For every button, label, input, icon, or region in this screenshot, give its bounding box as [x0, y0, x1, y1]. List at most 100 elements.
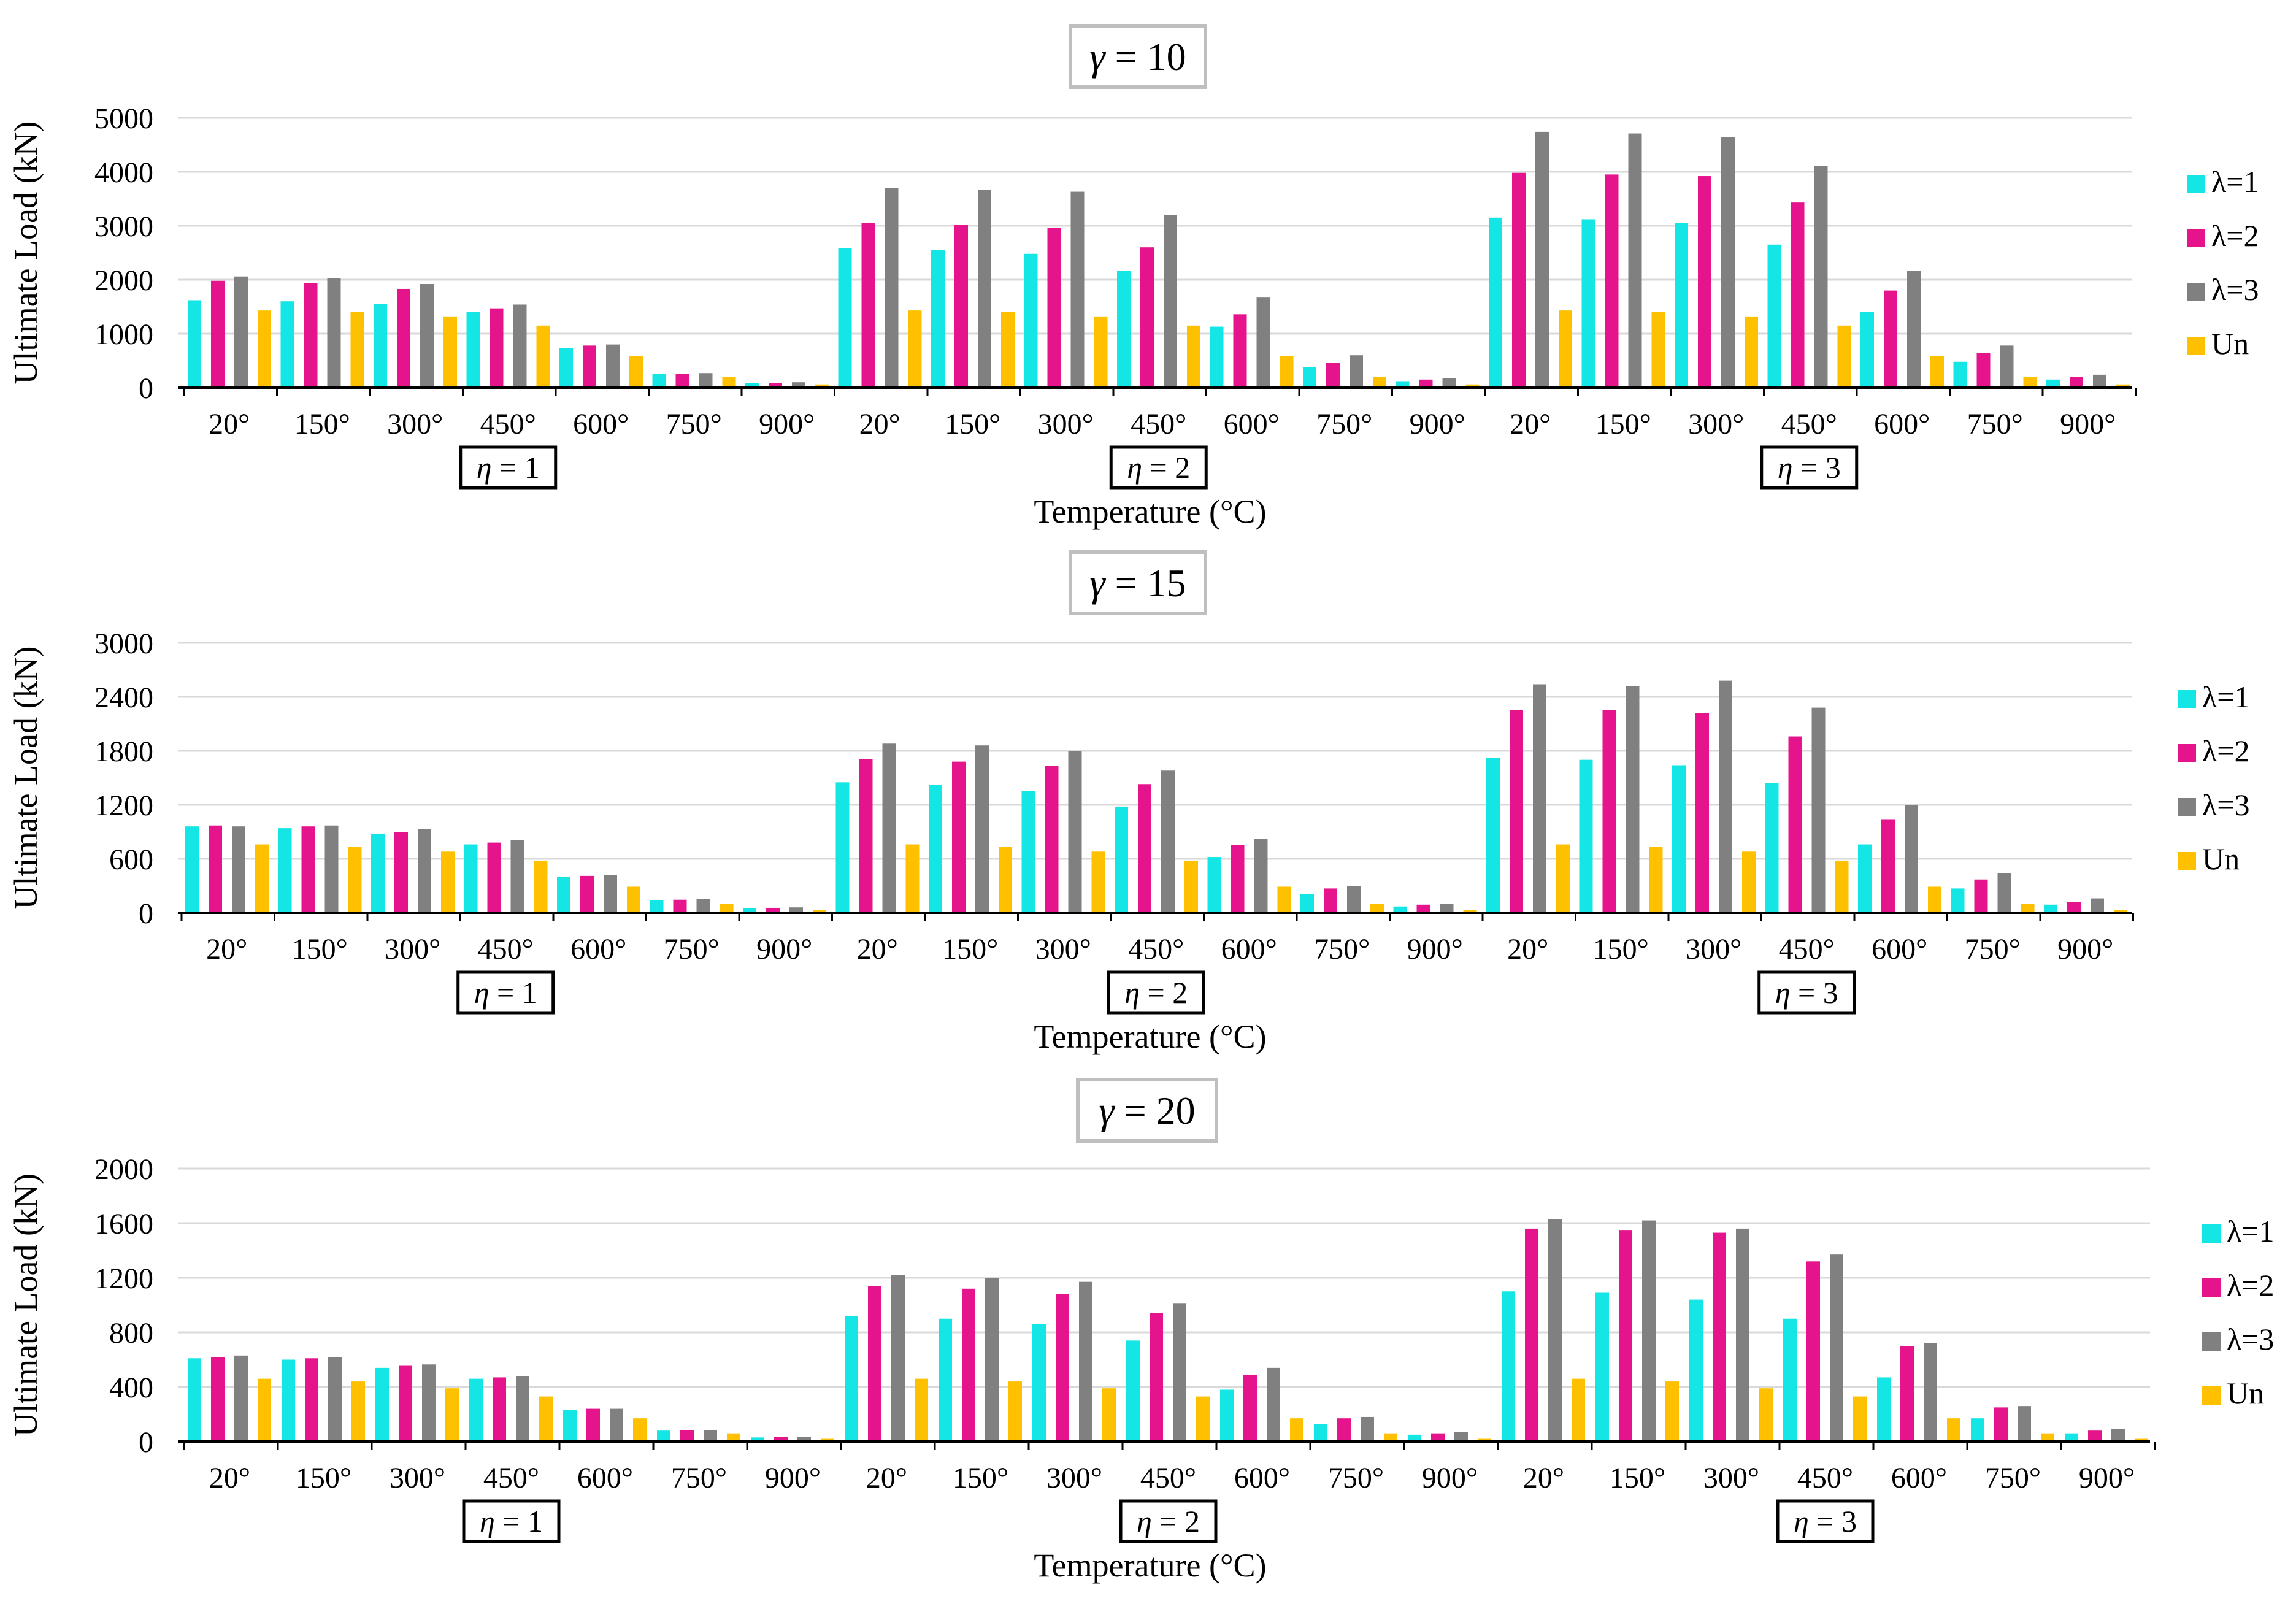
bar-λ=3-19 [1905, 805, 1918, 913]
bar-λ=3-12 [1256, 297, 1270, 388]
bar-Un-7 [813, 910, 826, 913]
y-tick-label: 3000 [94, 210, 153, 243]
x-tick-label: 600° [570, 933, 626, 966]
x-tick-label: 600° [1891, 1462, 1947, 1494]
x-tick-label: 450° [480, 408, 536, 440]
bar-λ=3-6 [704, 1430, 717, 1442]
bar-λ=3-20 [2018, 1406, 2031, 1442]
x-tick-label: 20° [859, 408, 900, 440]
bar-λ=3-5 [604, 875, 617, 913]
bar-λ=2-1 [209, 825, 222, 913]
bar-Un-21 [2114, 910, 2127, 913]
legend-swatch-λ=2 [2202, 1278, 2221, 1297]
bar-λ=1-8 [835, 782, 850, 913]
bar-λ=2-6 [680, 1430, 694, 1442]
bar-Un-10 [1102, 1388, 1116, 1442]
x-tick-label: 450° [1797, 1462, 1853, 1494]
bar-λ=1-11 [1117, 271, 1131, 388]
chart-title-box [1069, 24, 1207, 89]
bar-Un-8 [908, 310, 922, 388]
bar-λ=1-13 [1314, 1424, 1327, 1442]
bar-λ=2-13 [1337, 1418, 1351, 1442]
bar-Un-5 [633, 1418, 647, 1442]
bar-λ=2-18 [1791, 202, 1805, 388]
y-tick-label: 1200 [94, 789, 153, 822]
bar-Un-10 [1094, 316, 1108, 388]
x-tick-label: 600° [1234, 1462, 1290, 1494]
bar-Un-19 [1928, 886, 1941, 913]
bar-λ=1-19 [1858, 844, 1872, 913]
bar-λ=3-14 [1442, 378, 1456, 388]
chart-title: γ = 10 [1089, 35, 1186, 79]
bar-λ=3-19 [1907, 271, 1921, 388]
bar-Un-2 [348, 847, 362, 913]
bar-λ=2-13 [1324, 888, 1337, 913]
group-label: η = 3 [1794, 1504, 1857, 1538]
bar-λ=1-8 [838, 248, 852, 388]
y-tick-label: 1200 [94, 1262, 153, 1295]
bar-Un-11 [1187, 325, 1200, 388]
group-label-value: = 1 [492, 450, 540, 485]
bar-λ=1-15 [1502, 1291, 1515, 1442]
x-tick-label: 20° [1523, 1462, 1564, 1494]
x-tick-label: 750° [666, 408, 722, 440]
y-tick-label: 0 [139, 1426, 153, 1459]
x-tick-label: 750° [671, 1462, 727, 1494]
bar-Un-15 [1572, 1378, 1585, 1442]
x-tick-label: 600° [1224, 408, 1280, 440]
bar-λ=3-15 [1548, 1219, 1562, 1442]
bar-λ=3-7 [789, 907, 803, 913]
bar-λ=2-10 [1047, 228, 1061, 388]
bar-λ=1-13 [1300, 894, 1314, 913]
x-tick-label: 150° [942, 933, 998, 966]
x-tick-label: 900° [759, 408, 815, 440]
bar-λ=3-20 [2000, 345, 2014, 388]
bar-λ=2-11 [1150, 1313, 1163, 1442]
bar-λ=3-12 [1267, 1367, 1280, 1442]
group-label-var: η [1775, 975, 1791, 1010]
bar-λ=1-21 [2044, 904, 2057, 913]
bar-λ=3-13 [1361, 1416, 1374, 1442]
bar-λ=3-6 [696, 899, 710, 913]
bar-λ=3-8 [891, 1275, 905, 1442]
bar-Un-6 [727, 1433, 740, 1442]
bar-Un-8 [905, 844, 920, 913]
x-tick-label: 20° [857, 933, 898, 966]
bar-λ=2-11 [1138, 784, 1151, 913]
bar-λ=2-3 [397, 288, 410, 388]
bar-λ=3-11 [1161, 770, 1175, 913]
bar-Un-9 [1001, 312, 1015, 388]
bar-λ=1-14 [1393, 906, 1407, 913]
bar-λ=2-19 [1881, 819, 1895, 913]
legend-swatch-Un [2202, 1386, 2221, 1405]
group-label: η = 1 [477, 450, 540, 485]
group-label-box [459, 445, 558, 490]
bar-λ=2-2 [301, 826, 315, 913]
group-label-var: η [480, 1504, 495, 1538]
bar-λ=3-4 [510, 840, 524, 913]
bar-λ=1-4 [469, 1378, 483, 1442]
bar-λ=3-8 [885, 188, 899, 388]
y-tick-label: 1600 [94, 1208, 153, 1240]
bar-Un-18 [1837, 325, 1851, 388]
group-label-value: = 1 [495, 1504, 543, 1538]
bar-λ=2-7 [766, 907, 780, 913]
bar-λ=2-14 [1419, 379, 1433, 388]
x-tick-label: 300° [385, 933, 440, 966]
bar-λ=1-6 [657, 1430, 670, 1442]
x-tick-label: 450° [1779, 933, 1835, 966]
bar-Un-6 [722, 377, 736, 388]
x-tick-label: 900° [2057, 933, 2113, 966]
x-tick-label: 900° [765, 1462, 821, 1494]
bar-λ=3-13 [1347, 886, 1361, 913]
legend-label: λ=2 [2202, 734, 2249, 768]
bar-λ=1-15 [1489, 217, 1502, 388]
bar-Un-17 [1742, 851, 1756, 913]
bar-Un-15 [1559, 310, 1572, 388]
bar-λ=2-19 [1884, 290, 1897, 388]
legend-swatch-λ=1 [2187, 175, 2205, 193]
y-axis-label: Ultimate Load (kN) [7, 647, 44, 910]
bar-λ=2-10 [1056, 1294, 1069, 1442]
bar-λ=2-5 [580, 875, 594, 913]
group-label-box [456, 970, 555, 1015]
